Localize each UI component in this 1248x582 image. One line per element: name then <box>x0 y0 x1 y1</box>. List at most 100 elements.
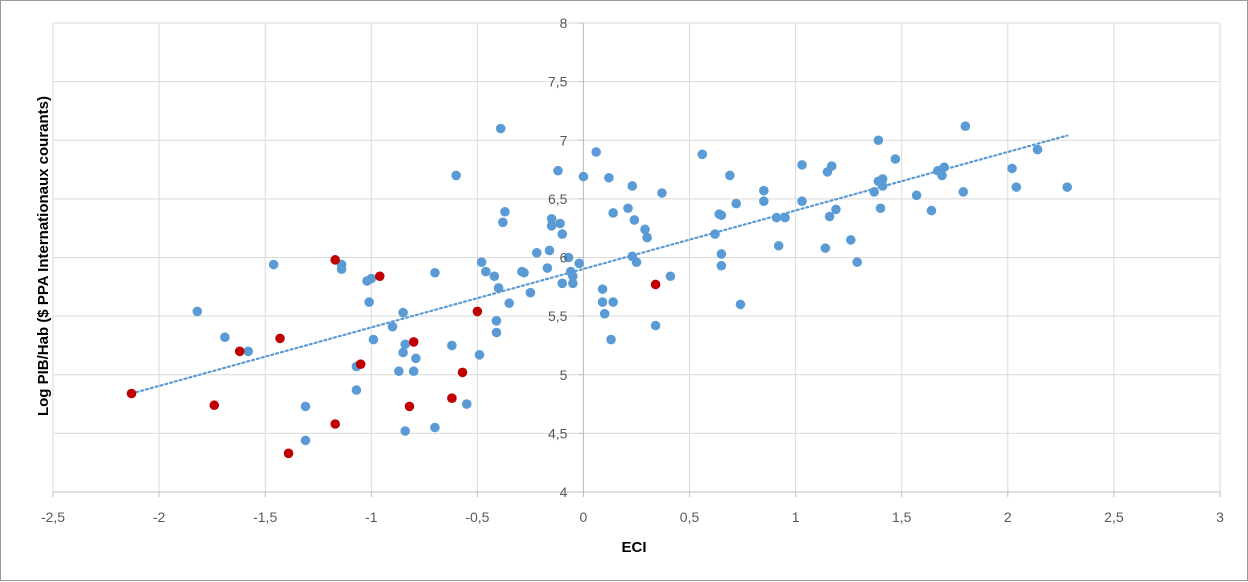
data-point-blue <box>846 235 856 245</box>
data-point-red <box>234 346 245 357</box>
x-tick-label: 0 <box>580 509 588 525</box>
data-point-red <box>275 333 285 344</box>
data-point-blue <box>400 339 411 350</box>
y-tick-label: 8 <box>560 15 568 31</box>
data-point-blue <box>1011 182 1022 192</box>
data-point-blue <box>546 214 557 224</box>
x-tick-label: 2,5 <box>1104 509 1124 525</box>
x-tick-label: 1 <box>792 509 800 525</box>
data-point-red <box>355 359 366 369</box>
data-point-blue <box>500 206 510 217</box>
data-point-blue <box>400 426 411 436</box>
data-point-blue <box>759 185 769 196</box>
data-point-red <box>457 367 468 378</box>
x-axis-title: ECI <box>621 539 646 556</box>
data-point-blue <box>491 327 502 338</box>
data-point-blue <box>657 188 667 198</box>
data-point-blue <box>911 190 922 201</box>
y-tick-label: 5 <box>560 367 568 383</box>
data-point-blue <box>599 308 610 319</box>
data-point-blue <box>546 221 557 231</box>
data-point-blue <box>608 208 618 218</box>
data-point-blue <box>710 229 720 239</box>
data-point-blue <box>568 271 578 282</box>
x-tick-label: -1 <box>365 509 378 525</box>
data-point-blue <box>824 211 835 222</box>
y-tick-label: 6,5 <box>548 191 568 207</box>
data-point-blue <box>735 299 746 310</box>
data-point-blue <box>563 252 574 263</box>
data-point-blue <box>531 248 542 258</box>
data-point-blue <box>831 204 841 215</box>
data-point-blue <box>650 320 661 331</box>
data-point-blue <box>519 267 529 278</box>
data-point-blue <box>474 350 485 360</box>
data-point-blue <box>220 332 230 343</box>
data-point-blue <box>300 435 311 446</box>
data-point-red <box>209 400 220 411</box>
data-point-blue <box>578 171 589 182</box>
data-point-blue <box>597 284 608 294</box>
data-point-blue <box>1007 163 1017 174</box>
data-point-blue <box>697 149 708 160</box>
y-tick-label: 4,5 <box>548 425 568 441</box>
data-point-red <box>330 255 341 265</box>
data-point-blue <box>875 203 886 214</box>
data-point-red <box>374 271 385 282</box>
data-point-red <box>650 279 661 290</box>
data-point-blue <box>631 257 642 267</box>
x-tick-label: -1,5 <box>253 509 277 525</box>
data-point-blue <box>640 224 650 235</box>
x-tick-label: -0,5 <box>465 509 489 525</box>
trendline-group <box>130 134 1069 395</box>
data-point-blue <box>780 212 790 223</box>
data-point-blue <box>1032 144 1043 155</box>
data-point-blue <box>430 267 440 278</box>
data-point-blue <box>877 181 888 191</box>
data-point-blue <box>336 264 347 275</box>
x-tick-label: 1,5 <box>892 509 912 525</box>
data-point-blue <box>268 259 279 270</box>
data-point-blue <box>716 210 727 221</box>
data-point-blue <box>869 187 879 197</box>
data-point-blue <box>890 154 901 164</box>
data-point-blue <box>716 260 727 271</box>
data-point-red <box>408 337 419 347</box>
x-tick-label: -2,5 <box>41 509 65 525</box>
data-point-blue <box>557 229 568 239</box>
data-point-blue <box>544 245 555 256</box>
y-tick-label: 6 <box>560 250 568 266</box>
data-point-blue <box>394 366 404 377</box>
x-tick-label: -2 <box>153 509 166 525</box>
data-point-blue <box>489 271 500 282</box>
y-tick-label: 4 <box>560 484 568 500</box>
data-point-blue <box>553 165 563 176</box>
data-point-blue <box>606 334 616 345</box>
tick-labels: -2,5 -2 -1,5 -1 -0,5 0 0,5 1 1,5 2 2,5 3 4 4,5 5 5,5 6 6,… <box>41 15 1224 525</box>
data-point-red <box>447 393 457 404</box>
data-point-blue <box>604 172 614 183</box>
y-tick-label: 5,5 <box>548 308 568 324</box>
data-point-blue <box>716 249 727 259</box>
data-point-blue <box>504 298 514 309</box>
data-point-blue <box>408 366 419 377</box>
data-point-blue <box>958 187 969 197</box>
data-point-blue <box>192 306 203 317</box>
data-point-blue <box>300 401 311 412</box>
data-point-blue <box>398 347 408 358</box>
data-point-blue <box>627 181 638 191</box>
data-point-blue <box>461 399 472 409</box>
axes <box>52 22 1221 497</box>
data-point-blue <box>498 217 508 228</box>
data-point-blue <box>542 263 553 273</box>
data-point-blue <box>387 321 398 332</box>
data-point-blue <box>555 218 565 229</box>
data-point-blue <box>877 174 888 184</box>
data-point-blue <box>797 160 807 170</box>
data-point-red <box>283 448 294 459</box>
data-point-blue <box>960 121 971 131</box>
x-tick-label: 2 <box>1004 509 1012 525</box>
data-point-blue <box>759 196 769 207</box>
y-tick-label: 7,5 <box>548 74 568 90</box>
data-point-blue <box>451 170 461 181</box>
